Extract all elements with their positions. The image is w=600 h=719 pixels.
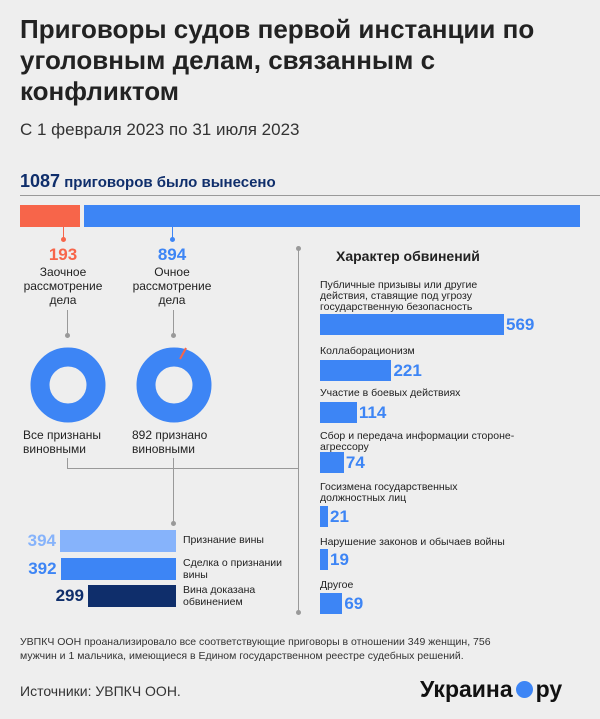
charge-value: 19 bbox=[330, 550, 349, 569]
connector bbox=[67, 310, 68, 334]
absentia-value: 193 bbox=[48, 245, 78, 264]
charge-bar bbox=[320, 593, 343, 614]
charge-label: Другое bbox=[320, 579, 354, 591]
connector-dot bbox=[61, 237, 66, 242]
guilt-label: Вина доказана обвинением bbox=[183, 584, 256, 608]
logo: Украина ру bbox=[420, 676, 562, 703]
total-label: приговоров было вынесено bbox=[64, 174, 276, 191]
connector-dot bbox=[65, 333, 70, 338]
source: Источники: УВПКЧ ООН. bbox=[20, 683, 181, 699]
bar-absentia bbox=[20, 205, 80, 227]
charge-label: Нарушение законов и обычаев войны bbox=[320, 536, 505, 548]
charges-title: Характер обвинений bbox=[336, 248, 480, 264]
charge-label: Госизмена государственных должностных ли… bbox=[320, 481, 458, 504]
charge-value: 69 bbox=[344, 594, 364, 613]
guilt-value: 394 bbox=[27, 531, 56, 550]
charge-bar bbox=[320, 402, 357, 423]
connector bbox=[63, 227, 64, 239]
connector bbox=[173, 458, 174, 523]
charge-label: Сбор и передача информации стороне-агрес… bbox=[320, 430, 515, 453]
connector-dot bbox=[296, 610, 301, 615]
footnote: УВПКЧ ООН проанализировало все соответст… bbox=[20, 636, 491, 662]
total-value: 1087 bbox=[20, 171, 61, 191]
donut-absentia bbox=[30, 347, 106, 423]
donut-right-label: 892 признано виновными bbox=[132, 428, 208, 456]
guilt-label: Сделка о признании вины bbox=[183, 557, 283, 581]
absentia-label: Заочное рассмотрение дела bbox=[23, 265, 103, 307]
charge-label: Публичные призывы или другие действия, с… bbox=[320, 279, 478, 313]
charge-label: Коллаборационизм bbox=[320, 345, 415, 357]
charge-label: Участие в боевых действиях bbox=[320, 387, 461, 399]
guilt-value: 299 bbox=[55, 586, 84, 605]
guilt-value: 392 bbox=[28, 559, 57, 578]
connector bbox=[173, 310, 174, 334]
guilt-bar bbox=[87, 585, 176, 607]
donut-inperson bbox=[136, 347, 212, 423]
charge-bar bbox=[320, 506, 328, 527]
bar-inperson bbox=[84, 205, 580, 227]
divider bbox=[20, 195, 600, 196]
logo-left: Украина bbox=[420, 676, 513, 702]
charge-bar bbox=[320, 360, 392, 381]
charge-bar bbox=[320, 452, 344, 473]
connector-dot bbox=[296, 246, 301, 251]
connector-dot bbox=[171, 333, 176, 338]
charge-bar bbox=[320, 549, 328, 570]
inperson-label: Очное рассмотрение дела bbox=[132, 265, 212, 307]
connector bbox=[172, 227, 173, 239]
connector-dot bbox=[171, 521, 176, 526]
divider-vertical bbox=[298, 248, 299, 612]
inperson-value: 894 bbox=[157, 245, 187, 264]
source-text: Источники: УВПКЧ ООН. bbox=[20, 683, 181, 699]
charge-value: 21 bbox=[330, 507, 349, 526]
page-title: Приговоры судов первой инстанции по угол… bbox=[20, 14, 535, 106]
charge-value: 221 bbox=[393, 361, 422, 380]
charge-bar bbox=[320, 314, 504, 335]
guilt-bar bbox=[60, 558, 176, 580]
donut-left-label: Все признаны виновными bbox=[23, 428, 101, 456]
guilt-label: Признание вины bbox=[183, 534, 264, 546]
connector-dot bbox=[170, 237, 175, 242]
charge-value: 569 bbox=[506, 315, 535, 334]
donut-slice-other bbox=[179, 347, 187, 360]
charge-value: 114 bbox=[358, 403, 387, 422]
total-heading: 1087 приговоров было вынесено bbox=[20, 171, 276, 192]
donut-slice-guilty bbox=[136, 347, 212, 423]
subtitle: С 1 февраля 2023 по 31 июля 2023 bbox=[20, 120, 300, 139]
charge-value: 74 bbox=[345, 453, 365, 472]
connector bbox=[67, 458, 68, 468]
guilt-bar bbox=[60, 530, 176, 552]
logo-right: ру bbox=[535, 676, 563, 702]
donut-slice bbox=[30, 347, 106, 423]
logo-dot-icon bbox=[515, 681, 533, 698]
connector-horizontal bbox=[67, 468, 298, 469]
